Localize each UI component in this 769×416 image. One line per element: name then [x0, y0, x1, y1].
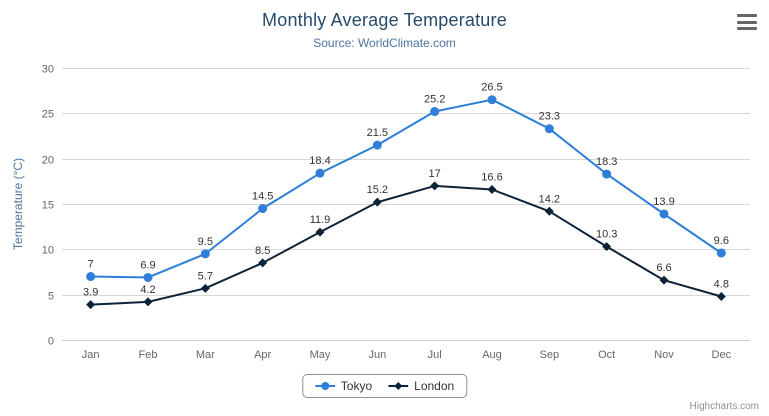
data-label: 26.5 — [481, 82, 502, 94]
data-point-tokyo[interactable] — [430, 107, 440, 117]
data-point-london[interactable] — [659, 275, 669, 285]
data-point-tokyo[interactable] — [258, 204, 268, 214]
hamburger-menu-icon[interactable] — [737, 14, 757, 30]
x-tick-label: Aug — [482, 349, 502, 361]
data-label: 5.7 — [198, 270, 213, 282]
data-label: 14.5 — [252, 191, 273, 203]
data-point-tokyo[interactable] — [86, 272, 96, 282]
data-point-london[interactable] — [315, 227, 325, 237]
x-tick-label: Feb — [139, 349, 158, 361]
series-line-london — [89, 184, 723, 306]
x-tick-label: Jul — [428, 349, 442, 361]
x-tick-label: Dec — [712, 349, 732, 361]
data-label: 3.9 — [83, 287, 98, 299]
data-point-london[interactable] — [372, 197, 382, 207]
data-label: 14.2 — [539, 193, 560, 205]
x-tick-label: Sep — [540, 349, 560, 361]
data-label: 4.8 — [714, 278, 729, 290]
diamond-marker-icon — [388, 382, 409, 390]
data-label: 8.5 — [255, 245, 270, 257]
y-tick-label: 10 — [42, 245, 54, 257]
data-point-london[interactable] — [487, 184, 497, 194]
data-label: 17 — [429, 168, 441, 180]
data-point-tokyo[interactable] — [143, 272, 153, 282]
data-label: 6.6 — [656, 262, 671, 274]
data-point-tokyo[interactable] — [487, 95, 497, 105]
data-label: 16.6 — [481, 171, 502, 183]
data-point-london[interactable] — [544, 206, 554, 216]
data-label: 15.2 — [367, 184, 388, 196]
data-point-london[interactable] — [86, 300, 96, 310]
data-label: 13.9 — [653, 196, 674, 208]
data-point-tokyo[interactable] — [315, 168, 325, 178]
hamburger-bar — [737, 27, 757, 30]
y-tick-label: 0 — [48, 336, 54, 348]
y-tick-label: 5 — [48, 291, 54, 303]
data-point-london[interactable] — [143, 297, 153, 307]
legend: Tokyo London — [301, 374, 468, 398]
data-label: 4.2 — [140, 284, 155, 296]
legend-label: London — [414, 379, 455, 393]
data-point-tokyo[interactable] — [602, 169, 612, 179]
x-tick-label: May — [310, 349, 331, 361]
y-tick-label: 30 — [42, 64, 54, 76]
circle-marker-icon — [314, 382, 335, 390]
data-point-tokyo[interactable] — [544, 124, 554, 134]
legend-label: Tokyo — [340, 379, 373, 393]
x-tick-label: Jan — [82, 349, 100, 361]
series-line-tokyo — [89, 98, 723, 279]
data-label: 11.9 — [310, 214, 331, 226]
x-tick-label: Mar — [196, 349, 215, 361]
chart-subtitle: Source: WorldClimate.com — [313, 36, 456, 50]
data-label: 18.3 — [596, 156, 617, 168]
y-tick-label: 25 — [42, 109, 54, 121]
hamburger-bar — [737, 20, 757, 24]
hamburger-bar — [737, 14, 757, 17]
data-label: 10.3 — [596, 229, 617, 241]
legend-item-tokyo[interactable]: Tokyo — [314, 379, 373, 393]
data-label: 25.2 — [424, 94, 445, 106]
data-point-london[interactable] — [258, 258, 268, 268]
data-label: 7 — [88, 259, 94, 271]
data-point-tokyo[interactable] — [716, 248, 726, 258]
data-label: 21.5 — [367, 127, 388, 139]
x-tick-label: Nov — [654, 349, 674, 361]
y-tick-label: 15 — [42, 200, 54, 212]
data-point-london[interactable] — [716, 291, 726, 301]
data-point-london[interactable] — [602, 242, 612, 252]
data-point-tokyo[interactable] — [200, 249, 210, 259]
x-tick-label: Jun — [368, 349, 386, 361]
data-label: 18.4 — [309, 155, 330, 167]
data-point-london[interactable] — [200, 283, 210, 293]
data-label: 9.6 — [714, 235, 729, 247]
chart-title: Monthly Average Temperature — [262, 10, 507, 30]
legend-item-london[interactable]: London — [388, 379, 454, 393]
data-point-tokyo[interactable] — [659, 209, 669, 219]
data-point-tokyo[interactable] — [372, 140, 382, 150]
x-tick-label: Oct — [598, 349, 615, 361]
credits-link[interactable]: Highcharts.com — [689, 401, 759, 412]
data-point-london[interactable] — [430, 181, 440, 191]
x-tick-label: Apr — [254, 349, 271, 361]
data-label: 6.9 — [140, 259, 155, 271]
y-tick-label: 20 — [42, 155, 54, 167]
data-label: 23.3 — [539, 111, 560, 123]
data-label: 9.5 — [198, 236, 213, 248]
